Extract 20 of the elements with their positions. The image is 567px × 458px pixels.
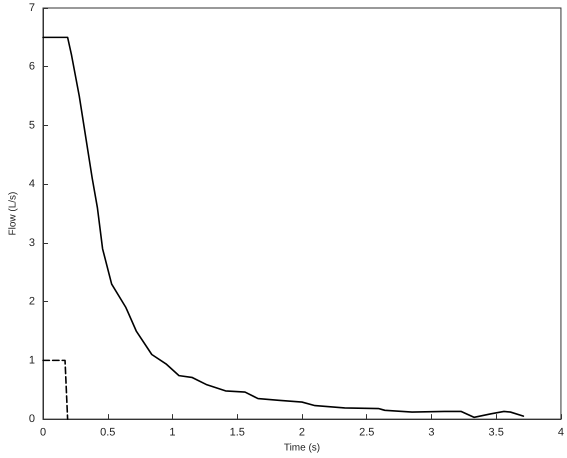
y-tick-label: 1 (28, 354, 36, 366)
x-tick-label: 4 (558, 426, 564, 439)
y-tick-label: 7 (28, 2, 36, 14)
x-tick-label: 0.5 (100, 426, 116, 439)
x-tick-label: 3.5 (488, 426, 504, 439)
x-tick-label: 3 (428, 426, 435, 439)
x-tick-label: 0 (40, 426, 46, 439)
x-tick-label: 1.5 (230, 426, 245, 439)
y-tick-label: 0 (28, 413, 36, 426)
y-axis-title: Flow (L/s) (8, 192, 18, 236)
y-tick-label: 6 (28, 60, 36, 73)
y-tick-label: 5 (28, 119, 36, 132)
x-tick-label: 2 (298, 426, 306, 439)
y-tick-label: 2 (28, 296, 36, 308)
y-tick-label: 4 (28, 178, 36, 190)
x-tick-label: 2.5 (359, 426, 374, 439)
x-tick-label: 1 (169, 426, 176, 439)
x-axis-title: Time (s) (284, 442, 320, 454)
y-tick-label: 3 (28, 236, 36, 249)
line-series (42, 36, 524, 418)
